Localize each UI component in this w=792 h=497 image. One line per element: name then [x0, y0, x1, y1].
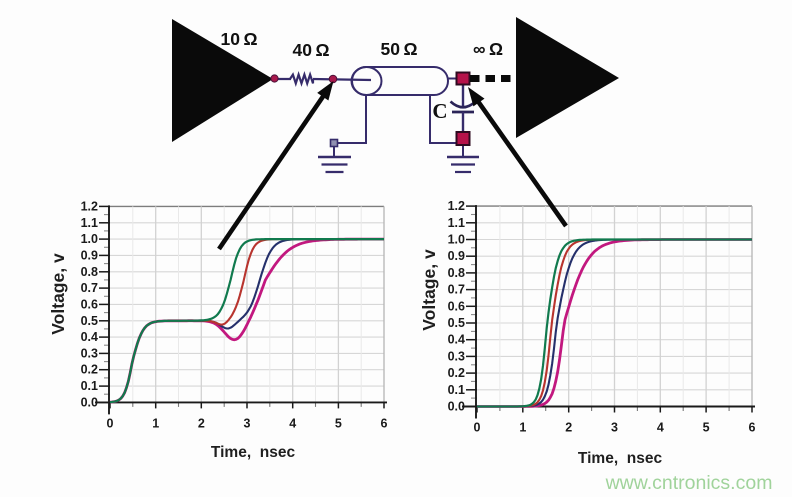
svg-text:0: 0	[107, 416, 114, 430]
svg-text:0.1: 0.1	[81, 379, 98, 393]
svg-text:2: 2	[198, 416, 205, 430]
svg-text:3: 3	[244, 416, 251, 430]
svg-text:0.9: 0.9	[448, 249, 465, 263]
svg-text:0: 0	[474, 421, 481, 435]
svg-text:1.0: 1.0	[81, 232, 98, 246]
svg-text:40 Ω: 40 Ω	[293, 40, 330, 60]
svg-text:0.2: 0.2	[81, 363, 98, 377]
svg-text:1: 1	[519, 421, 526, 435]
svg-text:0.9: 0.9	[81, 248, 98, 262]
svg-text:1.1: 1.1	[81, 216, 98, 230]
svg-text:Time, nsec: Time, nsec	[578, 450, 663, 467]
svg-text:1.2: 1.2	[448, 199, 465, 213]
svg-text:∞ Ω: ∞ Ω	[473, 39, 503, 59]
svg-text:6: 6	[749, 421, 756, 435]
svg-text:www.cntronics.com: www.cntronics.com	[605, 472, 773, 494]
svg-text:1.0: 1.0	[448, 233, 465, 247]
svg-text:0.0: 0.0	[448, 400, 465, 414]
svg-text:0.3: 0.3	[448, 349, 465, 363]
svg-text:1.1: 1.1	[448, 216, 465, 230]
svg-text:C: C	[432, 99, 447, 123]
svg-text:0.7: 0.7	[81, 281, 98, 295]
svg-text:Voltage, v: Voltage, v	[419, 249, 439, 331]
svg-text:0.6: 0.6	[81, 297, 98, 311]
svg-text:4: 4	[657, 421, 664, 435]
svg-text:50 Ω: 50 Ω	[381, 39, 418, 59]
svg-text:0.0: 0.0	[81, 395, 98, 409]
svg-text:Time, nsec: Time, nsec	[211, 444, 296, 461]
svg-text:Voltage, v: Voltage, v	[48, 253, 68, 335]
svg-text:2: 2	[565, 421, 572, 435]
svg-text:1: 1	[152, 416, 159, 430]
svg-text:0.4: 0.4	[81, 330, 98, 344]
svg-text:5: 5	[335, 416, 342, 430]
svg-text:1.2: 1.2	[81, 199, 98, 213]
svg-text:0.5: 0.5	[448, 316, 465, 330]
svg-text:6: 6	[381, 416, 388, 430]
svg-text:0.3: 0.3	[81, 346, 98, 360]
svg-text:3: 3	[611, 421, 618, 435]
svg-text:0.8: 0.8	[448, 266, 465, 280]
svg-text:10 Ω: 10 Ω	[221, 29, 258, 49]
svg-text:0.2: 0.2	[448, 366, 465, 380]
svg-text:5: 5	[703, 421, 710, 435]
svg-text:0.4: 0.4	[448, 333, 465, 347]
svg-text:4: 4	[289, 416, 296, 430]
svg-text:0.5: 0.5	[81, 314, 98, 328]
svg-text:0.1: 0.1	[448, 383, 465, 397]
svg-text:0.8: 0.8	[81, 265, 98, 279]
svg-text:0.6: 0.6	[448, 299, 465, 313]
svg-text:0.7: 0.7	[448, 283, 465, 297]
